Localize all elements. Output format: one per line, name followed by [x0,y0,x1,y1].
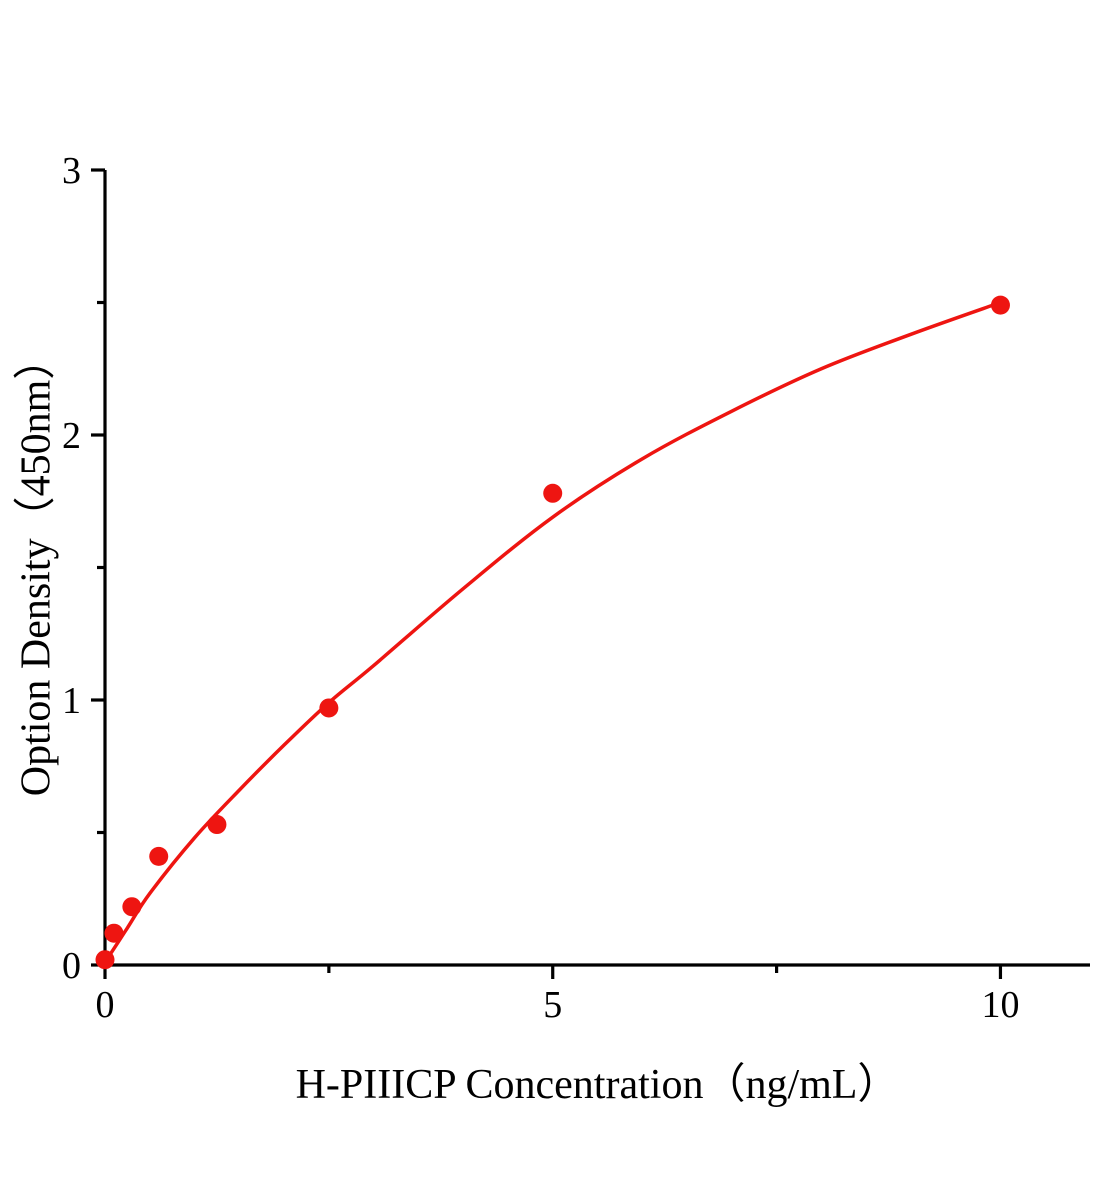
y-tick-label: 1 [62,680,81,722]
data-point [122,897,142,917]
data-point [149,846,169,866]
x-tick-label: 10 [981,984,1019,1026]
data-point [319,698,339,718]
data-point [104,923,124,943]
y-tick-label: 2 [62,415,81,457]
data-point [95,950,115,970]
data-point [543,483,563,503]
y-axis-title: Option Density（450nm） [13,337,60,797]
data-point [990,295,1010,315]
fit-curve [103,300,1003,965]
y-tick-label: 3 [62,150,81,192]
x-tick-label: 0 [96,984,115,1026]
x-tick-label: 5 [543,984,562,1026]
y-tick-label: 0 [62,945,81,987]
data-point [207,815,227,835]
x-axis-title: H-PIIICP Concentration（ng/mL） [295,1062,900,1108]
